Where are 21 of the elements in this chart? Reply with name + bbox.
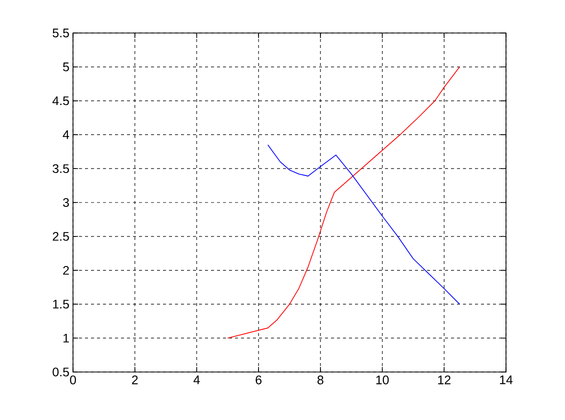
x-tick-label: 4: [194, 376, 200, 384]
y-tick-label: 4.5: [52, 96, 69, 106]
x-tick-label: 6: [256, 376, 262, 384]
x-tick-label: 0: [70, 376, 76, 384]
x-tick-label: 14: [500, 376, 513, 384]
line-series: [227, 66, 460, 338]
y-tick-label: 2: [63, 266, 69, 275]
x-tick-label: 8: [318, 376, 324, 384]
y-tick-label: 4: [62, 130, 70, 139]
x-tick-label: 10: [376, 376, 389, 384]
x-tick-label: 2: [132, 376, 138, 384]
y-tick-label: 2.5: [52, 232, 69, 241]
line-series: [267, 144, 460, 305]
y-tick-label: 5.5: [52, 28, 69, 38]
y-tick-label: 3.5: [52, 164, 69, 174]
y-tick-label: 3: [63, 198, 69, 207]
y-tick-label: 1: [64, 334, 69, 342]
x-tick-label: 12: [438, 376, 450, 384]
y-tick-label: 5: [63, 62, 69, 72]
y-tick-label: 1.5: [53, 300, 69, 309]
y-tick-label: 0.5: [52, 368, 69, 376]
